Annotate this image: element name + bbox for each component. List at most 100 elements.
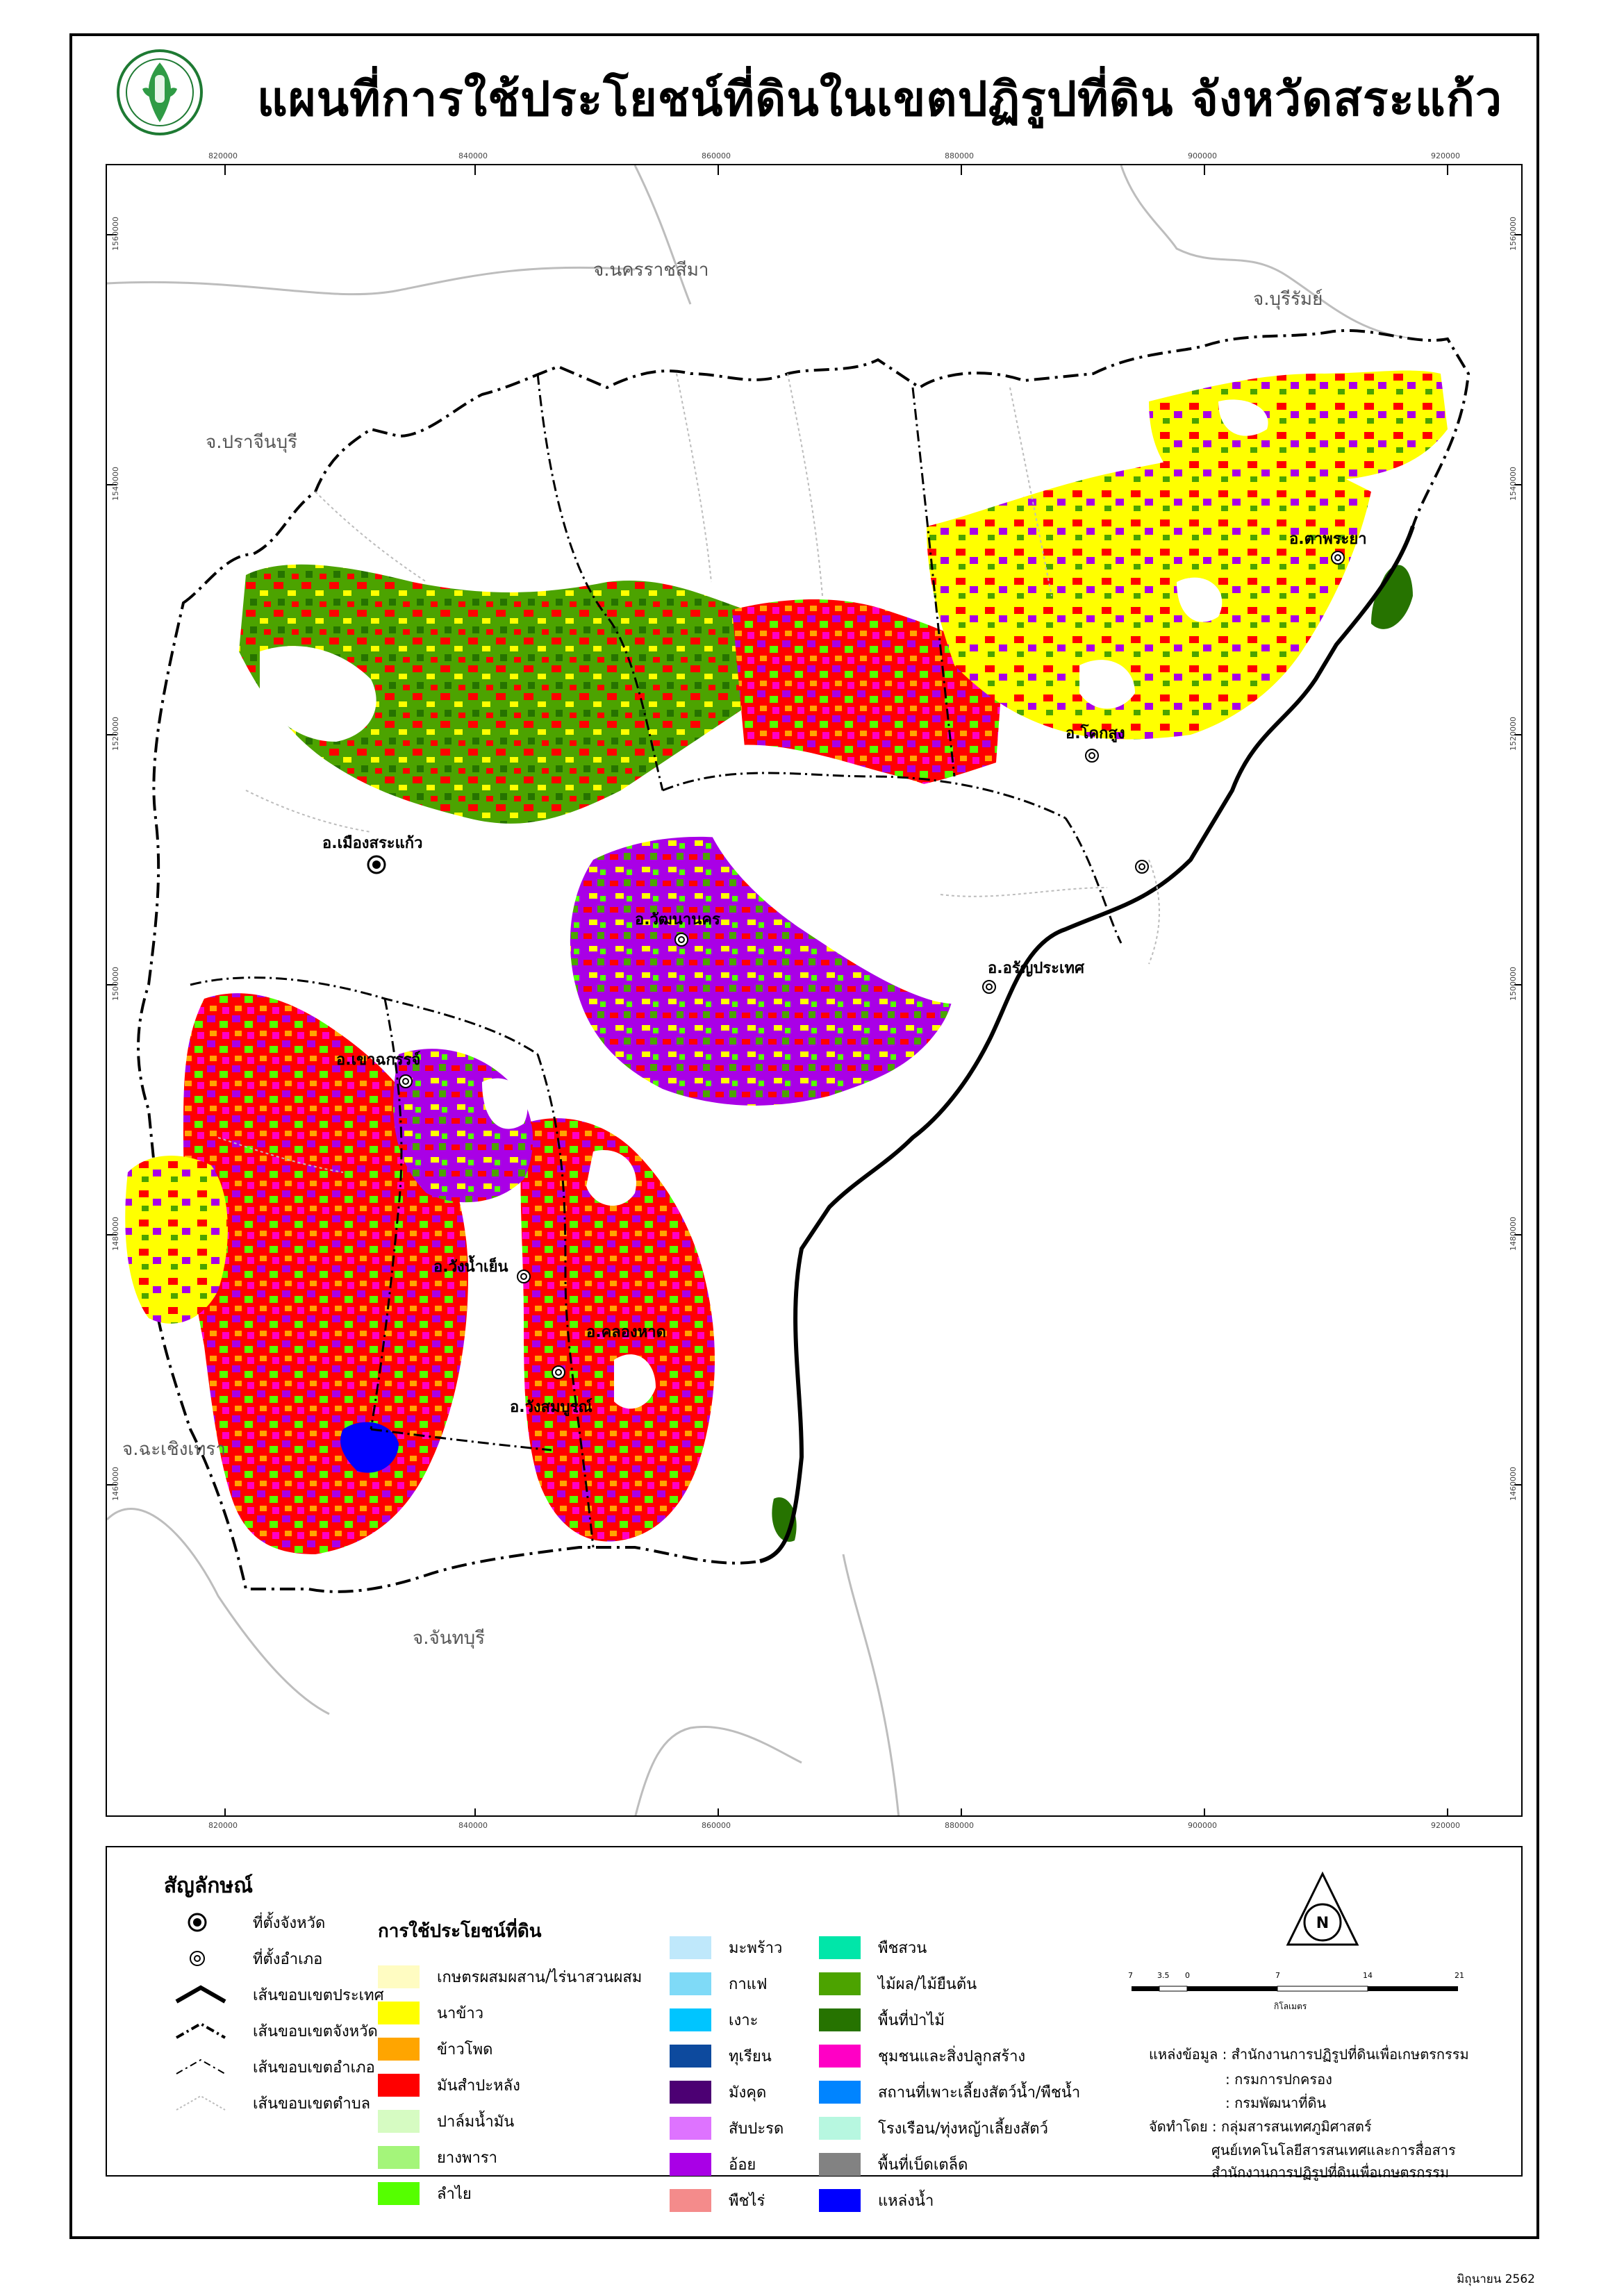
- legend-item: พืชสวน: [819, 1935, 927, 1960]
- grid-y-label: 1540000: [1509, 467, 1518, 501]
- label-khao-chakan: อ.เขาฉกรรจ์: [336, 1051, 421, 1069]
- north-arrow-icon: N: [1286, 1871, 1359, 1946]
- legend-label: สถานที่เพาะเลี้ยงสัตว์น้ำ/พืชน้ำ: [878, 2083, 1081, 2102]
- legend-swatch: [378, 1965, 420, 1988]
- legend-label: เกษตรผสมผสาน/ไร่นาสวนผสม: [437, 1968, 643, 1986]
- legend-swatch: [670, 2044, 711, 2068]
- legend-item: สถานที่เพาะเลี้ยงสัตว์น้ำ/พืชน้ำ: [819, 2079, 1080, 2104]
- legend-swatch: [378, 2073, 420, 2097]
- legend-item: ยางพารา: [378, 2145, 497, 2170]
- legend-item: มะพร้าว: [670, 1935, 782, 1960]
- legend-label: พื้นที่เบ็ดเตล็ด: [878, 2156, 968, 2174]
- grid-y-label: 1480000: [111, 1217, 120, 1251]
- legend-label: ไม้ผล/ไม้ยืนต้น: [878, 1975, 977, 1993]
- grid-y-label: 1460000: [1509, 1467, 1518, 1501]
- source-line-3: : กรมพัฒนาที่ดิน: [1225, 2095, 1327, 2111]
- legend-district-seat: ที่ตั้งอำเภอ: [173, 1945, 322, 1972]
- svg-text:N: N: [1316, 1915, 1329, 1932]
- scale-tick-5: 21: [1455, 1971, 1464, 1980]
- label-prachinburi: จ.ปราจีนบุรี: [206, 432, 298, 453]
- grid-x-label: 820000: [208, 151, 238, 160]
- legend-item: กาแฟ: [670, 1971, 767, 1996]
- scale-unit-label: กิโลเมตร: [1274, 2002, 1307, 2011]
- grid-y-label: 1560000: [1509, 217, 1518, 251]
- legend-subdistrict-border: เส้นขอบเขตตำบล: [173, 2089, 370, 2117]
- label-ta-phraya: อ.ตาพระยา: [1289, 531, 1367, 548]
- international-border: [759, 526, 1415, 1563]
- grid-x-label: 900000: [1188, 1821, 1217, 1830]
- legend-swatch: [378, 2109, 420, 2133]
- legend-item: แหล่งน้ำ: [819, 2188, 934, 2213]
- label-mueang-sa-kaeo: อ.เมืองสระแก้ว: [322, 835, 423, 852]
- legend-label: ลำไย: [437, 2185, 472, 2203]
- legend-label: เงาะ: [729, 2011, 759, 2029]
- legend-swatch: [378, 2001, 420, 2024]
- legend-label: พืชสวน: [878, 1939, 927, 1957]
- grid-x-label: 860000: [702, 151, 731, 160]
- grid-x-label: 900000: [1188, 151, 1217, 160]
- label-wang-sombun: อ.วังสมบูรณ์: [510, 1399, 593, 1416]
- legend-swatch: [819, 2116, 861, 2140]
- legend-swatch: [819, 2008, 861, 2031]
- legend-label: นาข้าว: [437, 2004, 484, 2022]
- district-borders: [190, 373, 1122, 1548]
- district-seat-markers: [399, 551, 1345, 1379]
- publication-date: มิถุนายน 2562: [1457, 2272, 1535, 2286]
- legend-item: ข้าวโพด: [378, 2036, 492, 2061]
- legend-swatch: [670, 2116, 711, 2140]
- legend-label: สับปะรด: [729, 2120, 784, 2138]
- legend-label: พื้นที่ป่าไม้: [878, 2011, 945, 2029]
- legend-label: ชุมชนและสิ่งปลูกสร้าง: [878, 2047, 1026, 2065]
- legend-item: เงาะ: [670, 2007, 758, 2032]
- label-khlong-hat: อ.คลองหาด: [586, 1324, 666, 1341]
- label-wang-nam-yen: อ.วังน้ำเย็น: [433, 1258, 508, 1276]
- grid-y-label: 1540000: [111, 467, 120, 501]
- legend-label: ข้าวโพด: [437, 2040, 493, 2058]
- grid-x-label: 920000: [1431, 1821, 1460, 1830]
- legend-label: ปาล์มน้ำมัน: [437, 2113, 515, 2131]
- label-nakhon-ratchasima: จ.นครราชสีมา: [593, 260, 709, 281]
- grid-y-label: 1460000: [111, 1467, 120, 1501]
- legend-label: ยางพารา: [437, 2149, 498, 2167]
- scale-tick-0: 7: [1128, 1971, 1133, 1980]
- legend-item: ชุมชนและสิ่งปลูกสร้าง: [819, 2043, 1025, 2068]
- legend-item: พื้นที่เบ็ดเตล็ด: [819, 2152, 968, 2177]
- legend-swatch: [819, 1936, 861, 1959]
- legend-panel: สัญลักษณ์ ที่ตั้งจังหวัด ที่ตั้งอำเภอ เส…: [106, 1846, 1523, 2212]
- legend-label: ทุเรียน: [729, 2047, 772, 2065]
- legend-item: สับปะรด: [670, 2115, 784, 2140]
- legend-province-seat: ที่ตั้งจังหวัด: [173, 1908, 325, 1936]
- legend-label: กาแฟ: [729, 1975, 768, 1993]
- grid-y-label: 1520000: [111, 717, 120, 751]
- legend-swatch: [819, 2188, 861, 2212]
- grid-y-label: 1480000: [1509, 1217, 1518, 1251]
- legend-district-border: เส้นขอบเขตอำเภอ: [173, 2053, 375, 2081]
- legend-item: ทุเรียน: [670, 2043, 772, 2068]
- legend-swatch: [378, 2145, 420, 2169]
- province-seat-marker: [367, 855, 386, 874]
- label-watthana-nakhon: อ.วัฒนานคร: [635, 911, 720, 929]
- legend-label: อ้อย: [729, 2156, 756, 2174]
- scale-tick-3: 7: [1275, 1971, 1280, 1980]
- non-reform-areas: [260, 399, 1268, 1409]
- label-khok-sung: อ.โคกสูง: [1066, 725, 1125, 742]
- map-title: แผนที่การใช้ประโยชน์ที่ดินในเขตปฏิรูปที่…: [257, 72, 1503, 127]
- legend-label: พืชไร่: [729, 2192, 765, 2210]
- alro-logo-icon: [117, 49, 203, 135]
- legend-swatch: [670, 2188, 711, 2212]
- credit-line-1: จัดทำโดย : กลุ่มสารสนเทศภูมิศาสตร์: [1149, 2118, 1372, 2135]
- legend-swatch: [378, 2181, 420, 2205]
- source-line-2: : กรมการปกครอง: [1225, 2071, 1332, 2088]
- scale-tick-4: 14: [1363, 1971, 1373, 1980]
- legend-country-border: เส้นขอบเขตประเทศ: [173, 1981, 384, 2008]
- legend-item: ลำไย: [378, 2181, 472, 2206]
- grid-x-label: 820000: [208, 1821, 238, 1830]
- legend-item: นาข้าว: [378, 2000, 483, 2025]
- source-line-1: แหล่งข้อมูล : สำนักงานการปฏิรูปที่ดินเพื…: [1149, 2046, 1469, 2063]
- label-buriram: จ.บุรีรัมย์: [1253, 289, 1323, 310]
- scale-bar: [1132, 1986, 1458, 1992]
- legend-swatch: [670, 2080, 711, 2104]
- legend-item: มันสำปะหลัง: [378, 2072, 520, 2097]
- legend-swatch: [670, 1972, 711, 1995]
- grid-x-label: 880000: [945, 1821, 974, 1830]
